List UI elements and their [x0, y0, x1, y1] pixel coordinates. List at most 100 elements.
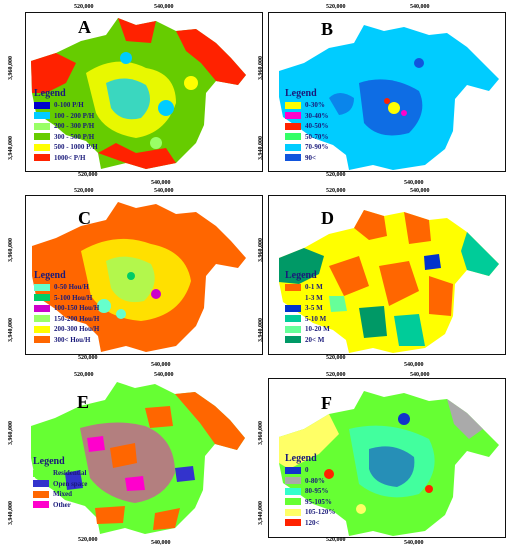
legend-item: 80-95% [285, 486, 335, 497]
legend-swatch [285, 487, 301, 495]
legend-rows: 0-30% 30-40% 40-50% 50-70% 70-90% 90< [285, 100, 328, 163]
legend-swatch [34, 315, 50, 323]
legend-item: Other [33, 500, 87, 511]
legend: Legend 0-30% 30-40% 40-50% 50-70% 70-90% 90< [285, 88, 328, 163]
legend-swatch [34, 154, 50, 162]
tick-bottom-1: 520,000 [326, 537, 346, 543]
legend-label: 40-50% [305, 122, 329, 131]
legend-rows: 0-1 M 1-3 M 3-5 M 5-10 M 10-20 M 20< M [285, 282, 330, 345]
legend-item: 105-120% [285, 507, 335, 518]
legend-label: Mixed [53, 490, 73, 499]
panel-label: C [78, 208, 91, 228]
tick-top-1: 520,000 [74, 4, 94, 10]
tick-top-1: 520,000 [326, 188, 346, 194]
legend-item: 40-50% [285, 121, 328, 132]
legend-label: 95-105% [305, 497, 332, 506]
tick-bottom-2: 540,000 [151, 362, 171, 368]
tick-side-1: 3,960,000 [8, 56, 14, 80]
legend-label: Residential [53, 469, 87, 478]
panel-c: C Legend 0-50 Hou/H 5-100 Hou/H 100-150 Ho… [25, 195, 263, 355]
legend-label: 5-10 M [305, 314, 327, 323]
legend-title: Legend [285, 88, 317, 99]
legend-swatch [285, 336, 301, 344]
legend-label: 5-100 Hou/H [54, 293, 93, 302]
legend-item: Residential [33, 468, 87, 479]
tick-side-2: 3,940,000 [258, 136, 264, 160]
legend-label: 120< [305, 518, 320, 527]
panel-e: E Legend Residential Open space Mixed Other [25, 378, 261, 536]
tick-top-1: 520,000 [326, 4, 346, 10]
population-density-map [31, 18, 246, 169]
legend-swatch [285, 498, 301, 506]
legend-item: Open space [33, 479, 87, 490]
legend-label: 150-200 Hou/H [54, 314, 100, 323]
legend-item: 200 - 300 P/H [34, 121, 98, 132]
legend-label: 70-90% [305, 143, 329, 152]
legend-swatch [285, 154, 301, 162]
legend-label: 100 - 200 P/H [54, 111, 95, 120]
legend-swatch [285, 466, 301, 474]
legend-label: Open space [53, 479, 88, 488]
legend-swatch [34, 294, 50, 302]
legend-item: 10-20 M [285, 324, 330, 335]
tick-top-2: 540,000 [154, 4, 174, 10]
tick-side-1: 3,960,000 [258, 56, 264, 80]
legend-swatch [285, 325, 301, 333]
tick-side-1: 3,960,000 [8, 421, 14, 445]
panel-label: E [77, 392, 90, 412]
legend-swatch [285, 304, 301, 312]
tick-top-2: 540,000 [410, 188, 430, 194]
legend: Legend 0-1 M 1-3 M 3-5 M 5-10 M 10-20 M 20< M [285, 270, 330, 345]
tick-side-2: 3,940,000 [8, 318, 14, 342]
legend-swatch [285, 101, 301, 109]
tick-top-2: 540,000 [154, 372, 174, 378]
tick-top-1: 520,000 [326, 372, 346, 378]
legend-rows: 0-100 P/H 100 - 200 P/H 200 - 300 P/H 300 -… [34, 100, 98, 163]
percentage-map-f [279, 391, 499, 536]
tick-side-2: 3,940,000 [258, 318, 264, 342]
panel-label: F [321, 393, 332, 413]
legend-item: 50-70% [285, 132, 328, 143]
legend-swatch [285, 122, 301, 130]
legend-swatch [285, 315, 301, 323]
legend-item: 100 - 200 P/H [34, 111, 98, 122]
legend-label: 80-95% [305, 487, 329, 496]
legend: Legend 0 0-80% 80-95% 95-105% 105-120% 120< [285, 453, 335, 528]
legend-label: 30-40% [305, 111, 329, 120]
legend-label: 100-150 Hou/H [54, 304, 100, 313]
tick-bottom-2: 540,000 [151, 540, 171, 546]
legend-title: Legend [285, 270, 317, 281]
legend-label: 1-3 M [305, 293, 323, 302]
tick-bottom-1: 520,000 [78, 537, 98, 543]
legend: Legend 0-50 Hou/H 5-100 Hou/H 100-150 Hou/… [34, 270, 99, 345]
legend-item: 5-10 M [285, 314, 330, 325]
legend: Legend Residential Open space Mixed Other [33, 456, 87, 510]
legend-swatch [34, 133, 50, 141]
legend-item: 0-100 P/H [34, 100, 98, 111]
legend-item: 0-1 M [285, 282, 330, 293]
legend-label: 200-300 Hou/H [54, 325, 100, 334]
tick-side-1: 3,960,000 [8, 238, 14, 262]
legend-title: Legend [285, 453, 317, 464]
legend-swatch [34, 101, 50, 109]
legend-item: 300< Hou/H [34, 335, 99, 346]
legend-label: 300< Hou/H [54, 335, 91, 344]
legend-title: Legend [34, 88, 66, 99]
legend-item: 200-300 Hou/H [34, 324, 99, 335]
legend-item: 300 - 500 P/H [34, 132, 98, 143]
legend-item: 95-105% [285, 497, 335, 508]
land-use-map [31, 382, 245, 534]
legend-item: 0-50 Hou/H [34, 282, 99, 293]
legend-swatch [285, 143, 301, 151]
legend-swatch [34, 143, 50, 151]
percentage-map-b [279, 25, 499, 170]
legend-label: 0-50 Hou/H [54, 283, 89, 292]
area-zone-map [279, 210, 499, 353]
legend-item: 0-30% [285, 100, 328, 111]
legend-swatch [34, 112, 50, 120]
tick-bottom-2: 540,000 [404, 180, 424, 186]
tick-side-2: 3,940,000 [258, 501, 264, 525]
legend-item: 5-100 Hou/H [34, 293, 99, 304]
legend-label: 50-70% [305, 132, 329, 141]
legend-swatch [285, 283, 301, 291]
